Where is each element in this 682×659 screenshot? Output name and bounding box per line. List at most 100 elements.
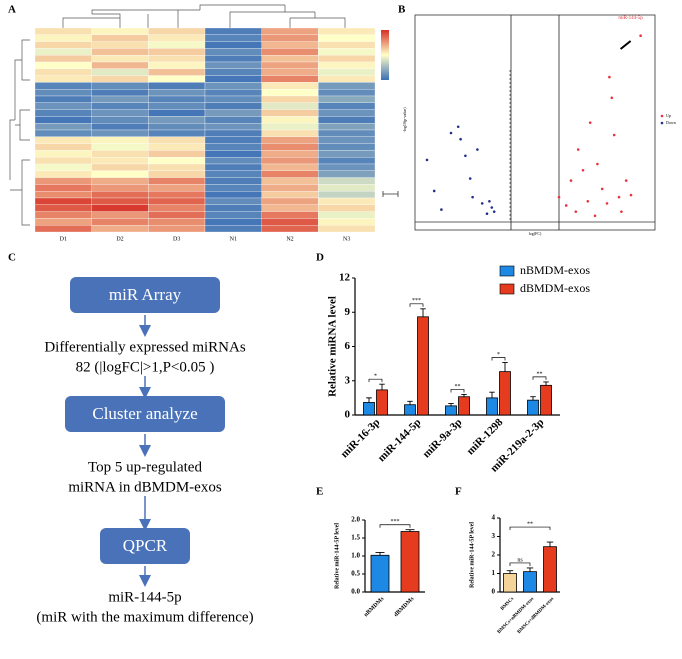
heatmap-cell: [34, 163, 92, 171]
dendrogram: [9, 4, 346, 226]
heatmap-cell: [91, 197, 149, 205]
panel-label: D: [316, 252, 324, 264]
point: [488, 200, 491, 203]
heatmap-cell: [261, 129, 319, 137]
heatmap-cell: [34, 89, 92, 97]
heatmap-cell: [148, 82, 206, 90]
heatmap-cell: [318, 143, 376, 151]
heatmap-cell: [148, 27, 206, 35]
legend-swatch: [499, 265, 515, 277]
heatmap-cell: [261, 89, 319, 97]
heatmap-cell: [91, 109, 149, 117]
error-bar: [420, 308, 426, 317]
x-tick-label: dBMDMs: [393, 596, 416, 619]
heatmap-cell: [318, 191, 376, 199]
heatmap-cell: [318, 75, 376, 83]
point: [476, 148, 479, 151]
y-tick-label: 3: [345, 374, 351, 386]
error-bar: [502, 362, 508, 372]
heatmap-cell: [148, 150, 206, 158]
heatmap-cell: [148, 68, 206, 76]
error-bar: [546, 541, 554, 547]
point: [576, 148, 580, 151]
heatmap-cell: [261, 150, 319, 158]
heatmap-cell: [34, 204, 92, 212]
bar: [400, 531, 420, 593]
point: [485, 212, 489, 216]
heatmap-cell: [261, 225, 319, 233]
heatmap-cell: [204, 116, 262, 124]
significance-label: ***: [412, 298, 421, 304]
marker: [382, 191, 399, 197]
bar: [503, 573, 517, 593]
heatmap-cell: [318, 102, 376, 110]
heatmap-cell: [34, 102, 92, 110]
significance-label: *: [374, 374, 377, 380]
y-tick-label: 1.0: [351, 552, 360, 560]
significance-bracket: [509, 526, 551, 531]
legend-label: Down: [666, 120, 676, 125]
heatmap-cell: [318, 129, 376, 137]
heatmap-cell: [148, 218, 206, 226]
heatmap-cell: [261, 211, 319, 219]
panel-label: F: [455, 486, 462, 498]
heatmap-cell: [34, 191, 92, 199]
step-label: Cluster analyze: [92, 404, 197, 423]
heatmap-cell: [318, 41, 376, 49]
heatmap-cell: [34, 170, 92, 178]
error-bar: [448, 403, 454, 406]
bar: [417, 316, 429, 416]
heatmap-cell: [318, 95, 376, 103]
heatmap-cell: [91, 129, 149, 137]
heatmap-cell: [34, 41, 92, 49]
point: [459, 137, 462, 141]
point: [605, 202, 609, 205]
heatmap-cell: [318, 34, 376, 42]
heatmap-cell: [34, 211, 92, 219]
bar: [540, 384, 552, 416]
bar: [527, 399, 539, 416]
bar: [404, 404, 416, 416]
panel-label: A: [8, 4, 16, 16]
heatmap-cell: [91, 150, 149, 158]
bar: [370, 554, 390, 593]
heatmap-cell: [261, 27, 319, 35]
x-tick-label: nBMDMs: [363, 596, 386, 619]
error-bar: [375, 551, 385, 556]
heatmap-cell: [261, 68, 319, 76]
point: [468, 177, 472, 180]
significance-label: **: [537, 371, 543, 377]
legend-marker: [660, 114, 664, 118]
y-tick-label: 0: [492, 588, 496, 596]
heatmap-cell: [148, 225, 206, 233]
heatmap-cell: [91, 102, 149, 110]
point: [596, 162, 599, 166]
heatmap-cell: [91, 82, 149, 90]
heatmap-cell: [148, 170, 206, 178]
heatmap-cell: [318, 89, 376, 97]
column-label: D2: [116, 236, 123, 242]
point: [440, 208, 443, 211]
significance-label: **: [455, 384, 461, 390]
heatmap-cell: [318, 184, 376, 192]
heatmap-cell: [34, 116, 92, 124]
heatmap-cell: [91, 225, 149, 233]
heatmap-cell: [148, 143, 206, 151]
heatmap-cell: [204, 48, 262, 56]
heatmap-cell: [34, 109, 92, 117]
bar: [445, 405, 457, 416]
plot-frame: [414, 14, 656, 231]
point: [432, 189, 436, 193]
point: [617, 195, 621, 199]
heatmap-cell: [261, 157, 319, 165]
heatmap-cell: [148, 89, 206, 97]
heatmap-cell: [148, 48, 206, 56]
heatmap-cell: [261, 75, 319, 83]
heatmap-cell: [261, 82, 319, 90]
heatmap-cell: [91, 55, 149, 63]
legend-marker: [660, 121, 664, 125]
point: [425, 158, 429, 162]
heatmap-cell: [204, 170, 262, 178]
bar: [363, 402, 375, 416]
heatmap-cell: [91, 116, 149, 124]
